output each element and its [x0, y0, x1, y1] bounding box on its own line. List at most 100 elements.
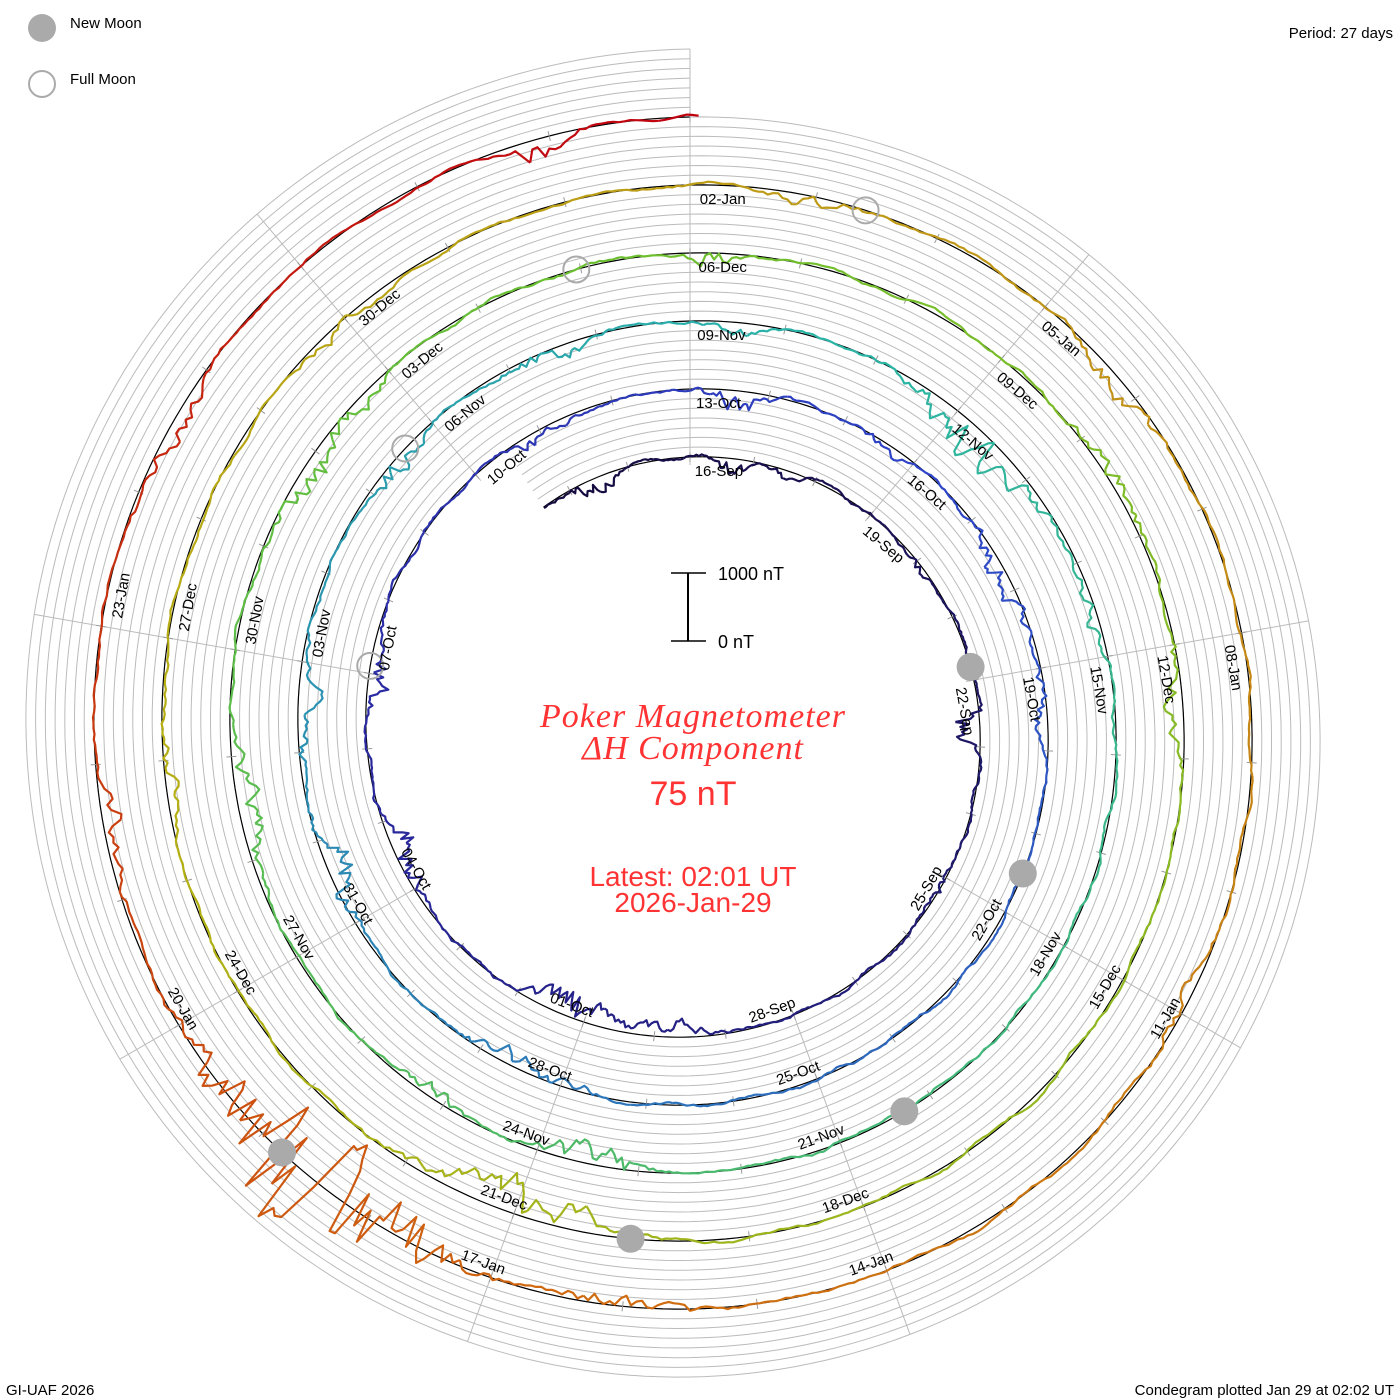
date-label: 09-Nov: [697, 327, 746, 344]
trace-segment: [1182, 474, 1214, 531]
day-tick: [732, 1096, 735, 1107]
trace-segment: [745, 254, 799, 264]
trace-segment: [1062, 1118, 1108, 1167]
trace-segment: [914, 1074, 955, 1106]
full-moon-marker: [356, 651, 385, 680]
trace-segment: [1033, 708, 1044, 749]
trace-segment: [341, 198, 402, 233]
date-label: 09-Dec: [993, 369, 1041, 413]
trace-segment: [167, 1008, 213, 1063]
day-tick: [1051, 1070, 1060, 1079]
moon-markers: [268, 196, 1037, 1253]
trace-segment: [957, 627, 968, 659]
trace-segment: [402, 535, 423, 569]
trace-segment: [141, 947, 169, 1010]
trace-segment: [1034, 385, 1073, 427]
trace-segment: [1072, 424, 1111, 470]
trace-segment: [488, 361, 530, 385]
trace-segment: [1247, 713, 1254, 777]
trace-segment: [858, 505, 885, 527]
trace-segment: [303, 671, 324, 716]
trace-segment: [658, 113, 699, 122]
day-tick: [1021, 476, 1031, 484]
trace-segment: [95, 756, 123, 820]
trace-segment: [1021, 290, 1073, 329]
trace-segment: [1001, 599, 1033, 632]
day-tick: [889, 1033, 896, 1043]
trace-segment: [233, 403, 266, 457]
trace-segment: [702, 322, 748, 338]
day-tick: [1130, 395, 1140, 402]
trace-segment: [331, 1006, 368, 1045]
trace-segment: [527, 349, 573, 363]
trace-segment: [335, 876, 360, 921]
trace-segment: [257, 1144, 369, 1219]
trace-segment: [458, 1259, 520, 1286]
trace-segment: [755, 1086, 797, 1096]
trace-segment: [538, 983, 575, 1004]
day-tick: [975, 746, 986, 748]
trace-segment: [745, 395, 788, 412]
full-moon-marker: [851, 196, 880, 225]
new-moon-legend-icon: [28, 14, 56, 42]
trace-segment: [942, 848, 961, 879]
trace-segment: [1105, 1068, 1147, 1120]
trace-segment: [236, 573, 259, 623]
day-tick: [637, 1166, 640, 1177]
trace-segment: [565, 405, 600, 427]
trace-segment: [307, 585, 326, 628]
trace-segment: [1011, 1165, 1064, 1206]
date-label: 06-Dec: [699, 259, 748, 276]
trace-segment: [91, 689, 98, 757]
trace-segment: [730, 1158, 780, 1172]
trace-segment: [1050, 925, 1074, 970]
date-label: 13-Oct: [696, 395, 742, 412]
trace-segment: [1115, 943, 1141, 996]
trace-segment: [277, 921, 306, 966]
day-tick: [511, 1208, 517, 1219]
trace-segment: [590, 119, 659, 127]
trace-segment: [833, 486, 860, 508]
day-tick: [364, 672, 375, 675]
day-tick: [1035, 666, 1046, 670]
trace-segment: [449, 383, 490, 408]
day-tick: [563, 197, 567, 208]
trace-segment: [1110, 693, 1117, 742]
trace-segment: [1035, 669, 1048, 711]
trace-segment: [499, 204, 559, 224]
date-label: 25-Oct: [774, 1057, 823, 1089]
trace-segment: [422, 405, 451, 445]
trace-segment: [261, 872, 279, 923]
trace-segment: [373, 637, 387, 674]
trace-segment: [221, 963, 255, 1014]
day-tick: [312, 839, 323, 844]
trace-segment: [1133, 514, 1158, 567]
trace-segment: [1048, 1038, 1084, 1086]
grid-spiral-line: [54, 77, 1292, 1349]
trace-segment: [870, 1026, 905, 1053]
trace-segment: [623, 457, 654, 471]
trace-segment: [711, 1300, 776, 1311]
trace-segment: [587, 1141, 634, 1171]
trace-segment: [638, 253, 693, 261]
grid-spiral-line: [73, 97, 1272, 1330]
trace-segment: [903, 548, 923, 577]
grid-spiral-line: [64, 87, 1282, 1339]
day-tick: [767, 390, 771, 401]
chart-subtitle: ΔH Component: [580, 730, 804, 767]
trace-segment: [107, 818, 124, 887]
day-tick: [1076, 435, 1086, 443]
trace-segment: [961, 1120, 1007, 1158]
trace-segment: [371, 1137, 424, 1168]
trace-segment: [633, 1019, 669, 1033]
trace-segment: [322, 840, 354, 878]
trace-segment: [536, 263, 587, 284]
trace-segment: [446, 221, 501, 253]
scale-bottom-label: 0 nT: [718, 632, 754, 652]
trace-segment: [830, 978, 860, 1000]
trace-segment: [118, 885, 144, 949]
trace-segment: [972, 252, 1023, 292]
trace-segment: [429, 908, 452, 939]
trace-segment: [713, 459, 744, 475]
day-tick: [838, 1137, 843, 1148]
